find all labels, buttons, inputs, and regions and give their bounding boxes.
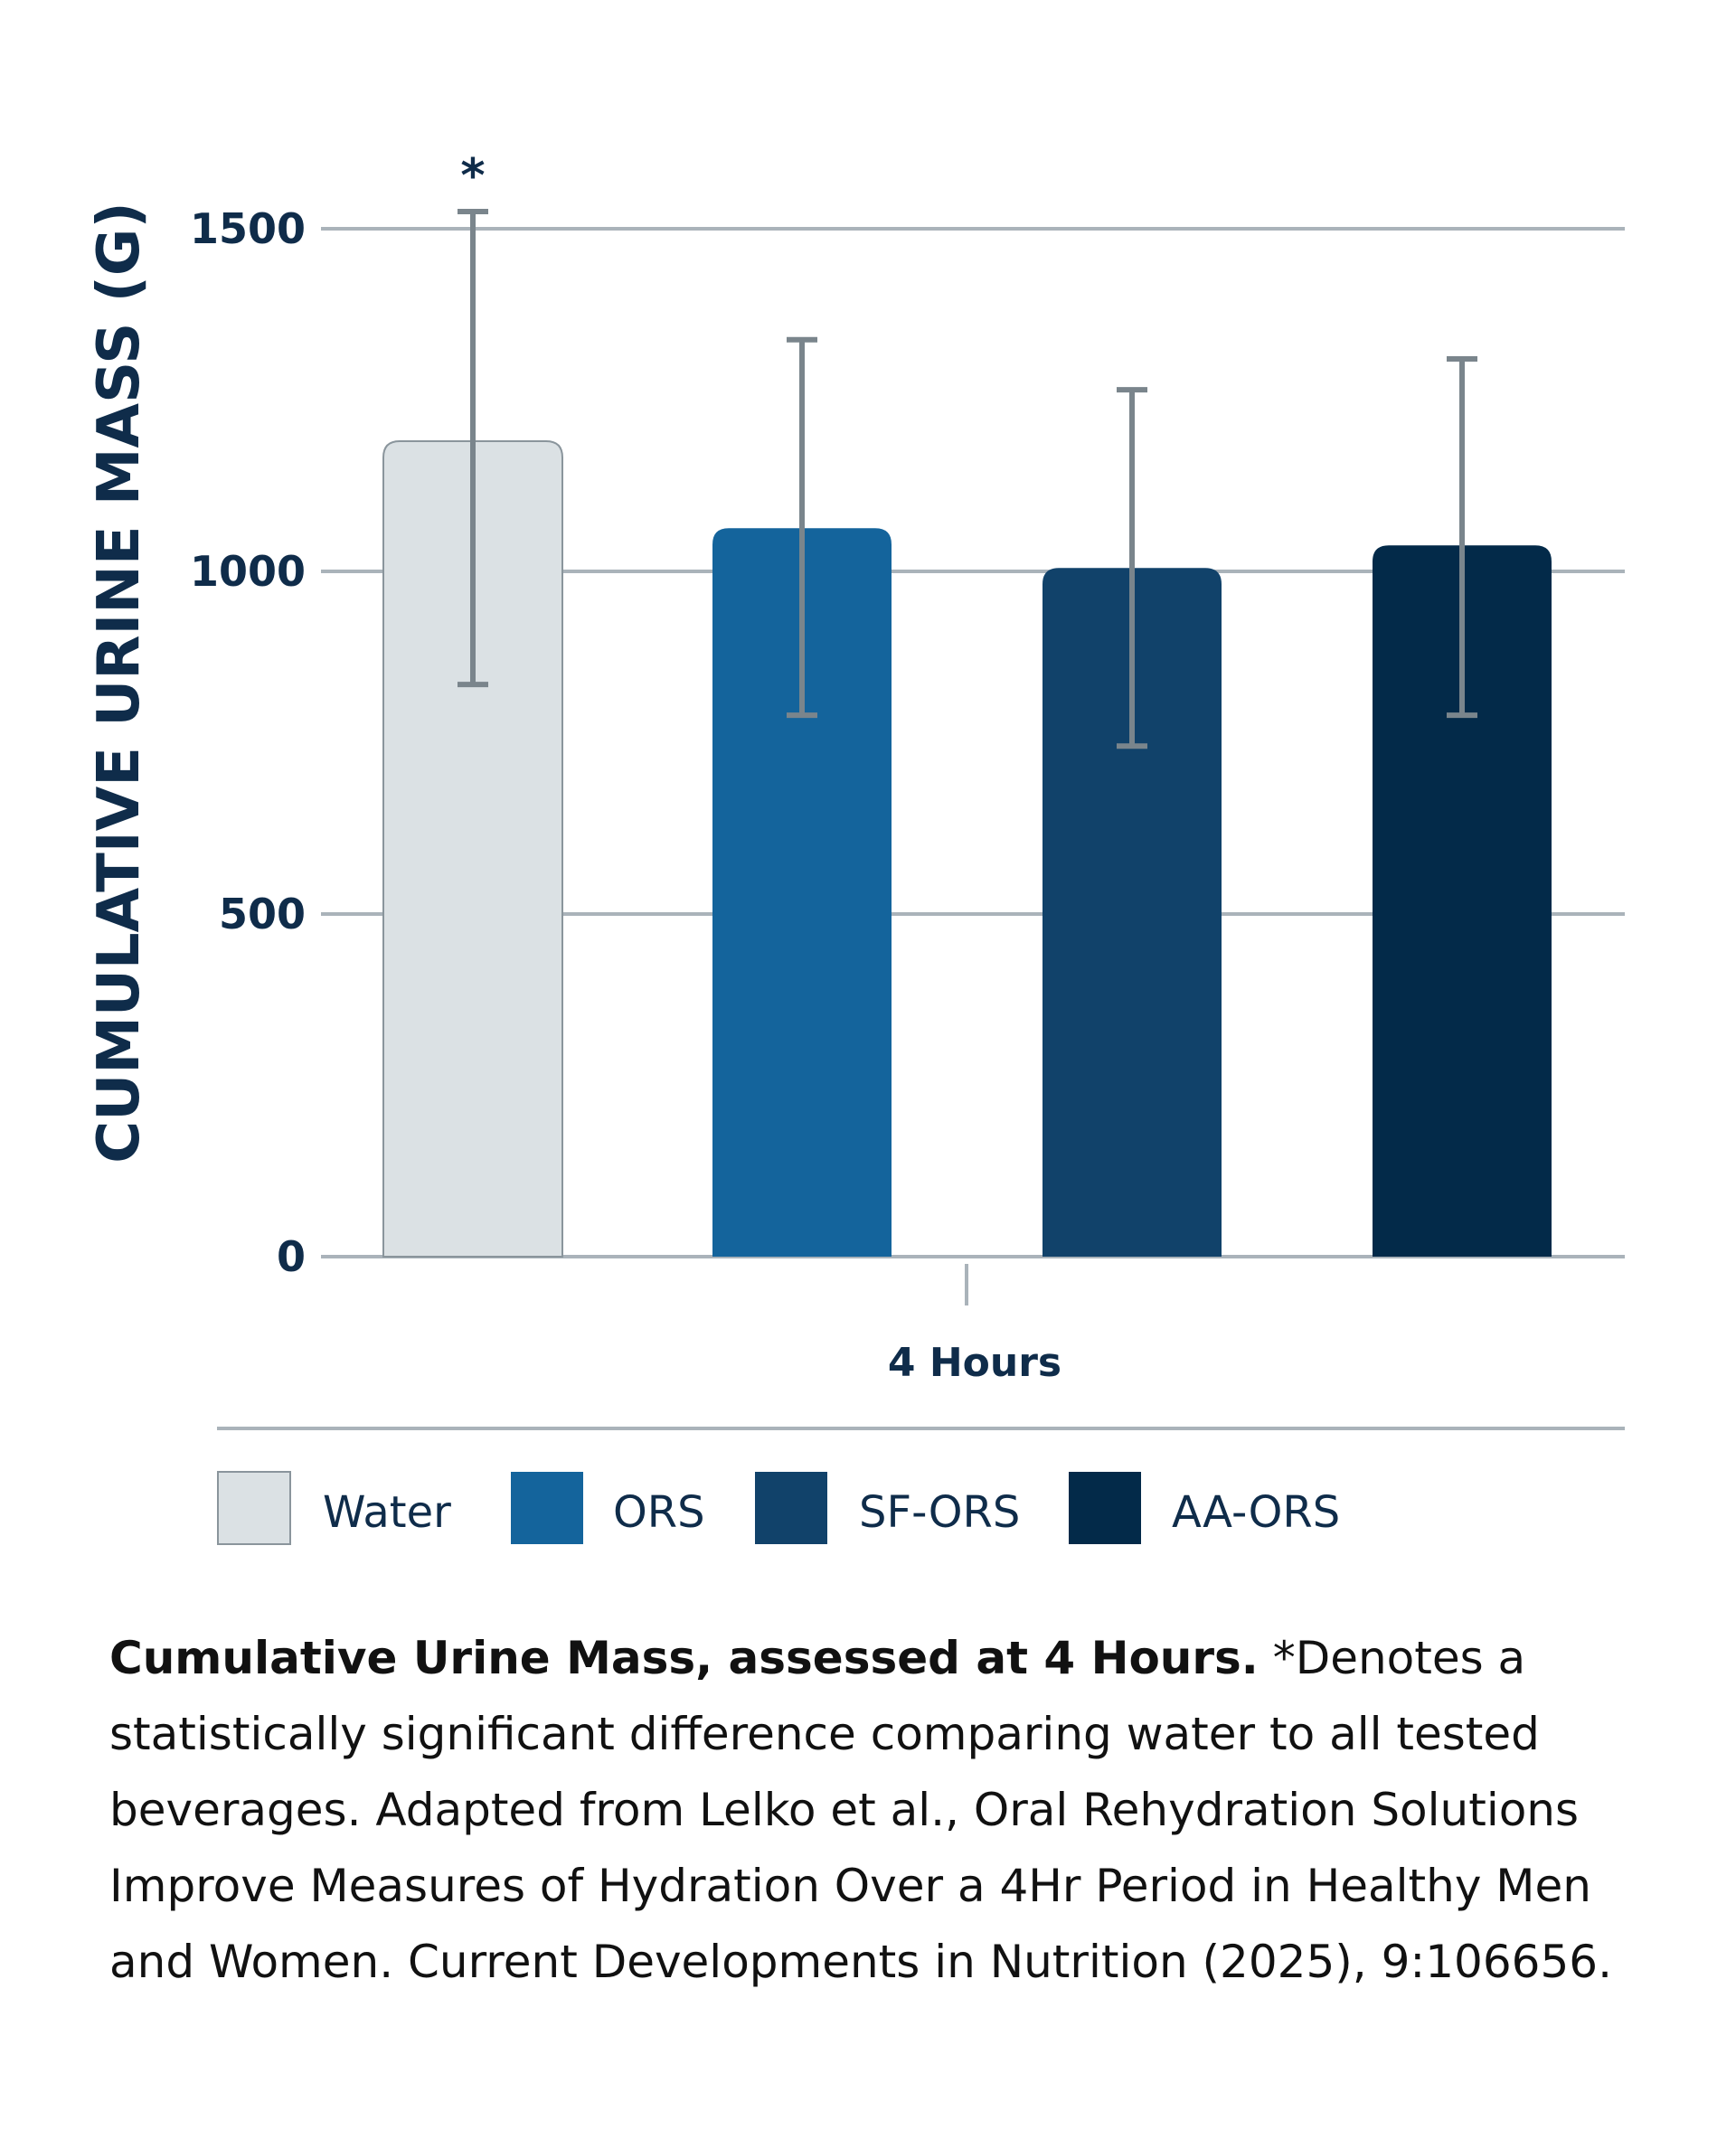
legend-swatch-aa-ors (1069, 1472, 1141, 1544)
legend-swatch-ors (511, 1472, 583, 1544)
bar-sf-ors (1043, 568, 1222, 1257)
legend-label-ors: ORS (613, 1487, 705, 1538)
significance-marker: * (460, 149, 485, 203)
bar-aa-ors (1373, 545, 1552, 1257)
y-tick-label-1500: 1500 (190, 204, 306, 253)
bar-ors (712, 528, 892, 1257)
bar-water (382, 439, 563, 1258)
y-tick-label-1000: 1000 (190, 547, 306, 596)
error-bar-sf-ors (1117, 387, 1147, 749)
x-category-label: 4 Hours (888, 1340, 1061, 1386)
y-axis-label: CUMULATIVE URINE MASS (G) (86, 202, 153, 1163)
y-tick-label-0: 0 (277, 1232, 306, 1281)
y-axis-ticks: 0 500 1000 1500 (190, 204, 306, 1281)
error-bar-aa-ors (1447, 356, 1477, 719)
figure-caption: Cumulative Urine Mass, assessed at 4 Hou… (109, 1620, 1646, 2000)
legend-label-water: Water (323, 1487, 451, 1538)
error-bars: * (458, 149, 1477, 749)
error-bar-ors (787, 336, 817, 719)
legend-label-sf-ors: SF-ORS (859, 1487, 1020, 1538)
bar-chart: * 0 500 1000 1500 CUMULATIVE URINE MASS (G)… (86, 149, 1625, 1545)
caption-title: Cumulative Urine Mass, assessed at 4 Hou… (109, 1632, 1259, 1684)
legend: Water ORS SF-ORS AA-ORS (217, 1471, 1340, 1545)
legend-label-aa-ors: AA-ORS (1172, 1487, 1340, 1538)
caption-text: *Denotes a statistically significant dif… (109, 1632, 1612, 1988)
legend-swatch-sf-ors (755, 1472, 827, 1544)
y-tick-label-500: 500 (219, 890, 306, 938)
legend-swatch-water (217, 1471, 291, 1545)
error-bar-water (458, 209, 488, 688)
bars (382, 439, 1552, 1258)
